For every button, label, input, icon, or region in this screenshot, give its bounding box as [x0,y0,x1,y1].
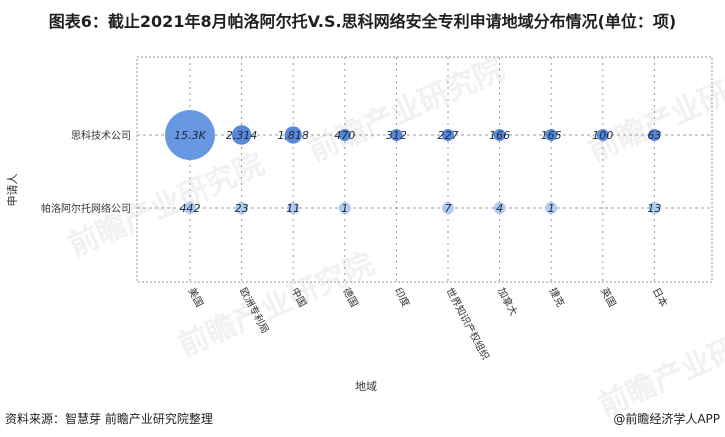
bubble [442,129,454,141]
data-label: 227 [438,129,459,142]
data-label: 2,314 [226,129,258,142]
bubble [545,129,558,141]
x-tick-label: 加拿大 [495,285,521,318]
x-tick-label: 德国 [340,285,361,309]
bubble [493,129,506,141]
y-axis-title: 申请人 [6,174,19,207]
bubble [545,202,558,214]
y-tick-label: 思科技术公司 [71,129,131,142]
bubble [184,202,196,214]
data-label: 23 [235,202,249,215]
x-tick-label: 欧洲专利局 [237,285,272,335]
data-label: 4 [496,202,503,215]
bubble [165,110,215,160]
source-note: 资料来源：智慧芽 前瞻产业研究院整理 [5,412,213,426]
bubble-layer [165,110,661,214]
data-label: 100 [592,129,613,142]
bubble [390,129,403,141]
bubble [235,202,248,214]
data-label: 13 [647,202,661,215]
x-axis-title: 地域 [355,380,377,393]
chart-title: 图表6：截止2021年8月帕洛阿尔托V.S.思科网络安全专利申请地域分布情况(单… [48,12,677,31]
bubble [231,125,252,145]
bubble [648,202,661,214]
x-tick-label: 中国 [289,285,310,309]
footer: 资料来源：智慧芽 前瞻产业研究院整理 @前瞻经济学人APP [0,410,725,434]
data-label: 1 [341,202,348,215]
bubble [338,129,351,141]
data-label: 11 [286,202,300,215]
x-tick-label: 印度 [392,285,413,309]
x-tick-label: 捷克 [547,285,568,309]
grid-layer [136,56,713,283]
label-layer: 15.3K 2,314 1,818 470 312 227 166 165 100 63 442 23… [174,129,661,215]
x-tick-label: 世界知识产权组织 [443,285,492,362]
data-label: 165 [541,129,562,142]
brand-note: @前瞻经济学人APP [613,412,720,426]
data-label: 312 [386,129,407,142]
bubble [596,129,609,141]
data-label: 1,818 [277,129,309,142]
y-tick-label: 帕洛阿尔托网络公司 [41,202,131,215]
x-tick-label: 日本 [650,285,671,309]
data-label: 7 [445,202,452,215]
data-label: 442 [180,202,201,215]
x-tick-label: 英国 [598,285,619,309]
bubble [338,202,351,214]
bubble [493,202,506,214]
data-label: 1 [548,202,555,215]
data-label: 15.3K [174,129,206,142]
bubble [284,126,302,144]
plot-frame [136,56,713,283]
data-label: 63 [647,129,661,142]
bubble [442,202,454,214]
bubble [287,202,300,214]
x-tick-label: 美国 [185,285,206,309]
data-label: 166 [489,129,510,142]
bubble [648,129,661,141]
data-label: 470 [334,129,355,142]
